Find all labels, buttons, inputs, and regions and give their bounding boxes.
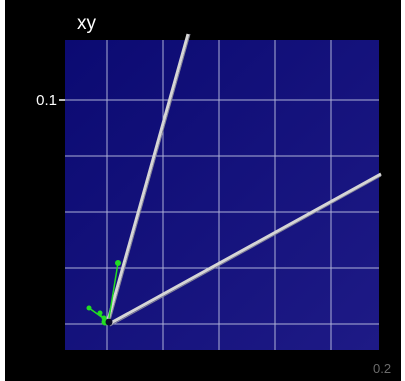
origin-point <box>105 318 113 326</box>
green-point <box>97 310 103 316</box>
plot-title: xy <box>77 13 97 34</box>
y-tick-label: 0.1 <box>36 92 57 109</box>
ray-shallow <box>108 172 382 326</box>
xy-plot: xy 0.1 0.2 <box>36 13 391 376</box>
ray-steep <box>105 33 190 325</box>
green-point <box>86 305 92 311</box>
ray-steep-shadow <box>108 33 191 325</box>
plot-area[interactable] <box>65 40 379 350</box>
x-tick-label: 0.2 <box>373 361 391 376</box>
ray-shallow-shadow <box>109 175 382 327</box>
plot-window: xy 0.1 0.2 <box>5 0 401 381</box>
green-point <box>115 260 121 266</box>
green-point <box>101 315 107 321</box>
green-segment <box>108 262 119 319</box>
rays <box>105 33 382 327</box>
